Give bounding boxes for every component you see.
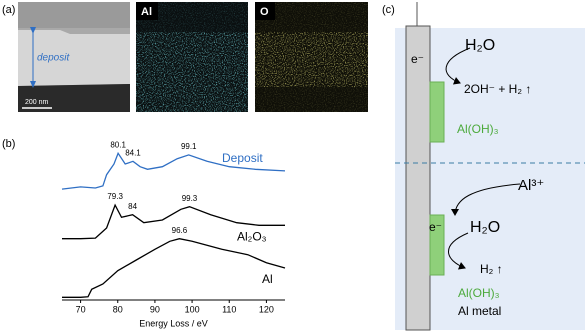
peak-label: 99.3 bbox=[182, 194, 198, 203]
x-tick-label: 100 bbox=[185, 304, 200, 314]
metal-label: Al metal bbox=[458, 304, 501, 318]
electron: e⁻ bbox=[429, 220, 442, 234]
series-label: Al₂O₃ bbox=[237, 230, 267, 244]
scale-bar: 200 nm bbox=[25, 99, 49, 106]
peak-label: 99.1 bbox=[181, 142, 197, 151]
o-map: O bbox=[255, 2, 368, 112]
spectra-chart: 70 80 90 100 110 120 Energy Loss / eV Deposit 80… bbox=[61, 140, 286, 328]
product: 2OH⁻ + H₂ ↑ bbox=[464, 82, 531, 96]
series-label: Deposit bbox=[222, 151, 263, 165]
panel-label: (a) bbox=[2, 4, 15, 16]
reactant: H₂O bbox=[470, 219, 500, 236]
peak-label: 96.6 bbox=[172, 226, 188, 235]
spectrum-line bbox=[62, 238, 286, 298]
series-label: Al bbox=[262, 272, 273, 286]
x-tick-label: 70 bbox=[76, 304, 86, 314]
peak-label: 84.1 bbox=[125, 148, 141, 157]
panel-label: (c) bbox=[382, 4, 395, 16]
annotation: deposit bbox=[37, 53, 70, 64]
sem-image: deposit 200 nm bbox=[18, 2, 130, 112]
peak-label: 79.3 bbox=[107, 192, 123, 201]
spectrum-line bbox=[62, 203, 285, 240]
map-label: O bbox=[260, 6, 269, 18]
al-map: Al bbox=[136, 2, 248, 112]
peak-label: 84 bbox=[128, 202, 137, 211]
spectrum-line bbox=[61, 151, 286, 190]
x-tick-label: 90 bbox=[150, 304, 160, 314]
deposit-label: Al(OH)₃ bbox=[458, 286, 500, 300]
x-axis-label: Energy Loss / eV bbox=[139, 318, 208, 328]
x-tick-label: 110 bbox=[222, 304, 236, 314]
panel-label: (b) bbox=[2, 138, 15, 150]
ion: Al³⁺ bbox=[518, 177, 544, 194]
map-label: Al bbox=[141, 6, 152, 18]
x-tick-label: 120 bbox=[259, 304, 274, 314]
x-tick-label: 80 bbox=[113, 304, 123, 314]
peak-label: 80.1 bbox=[110, 140, 126, 149]
schematic: e⁻ H₂O 2OH⁻ + H₂ ↑ Al(OH)₃ Al³⁺ e⁻ H₂O H… bbox=[395, 2, 585, 331]
product: H₂ ↑ bbox=[480, 262, 503, 276]
electron: e⁻ bbox=[411, 52, 424, 66]
reactant: H₂O bbox=[465, 37, 495, 54]
deposit-label: Al(OH)₃ bbox=[457, 122, 499, 136]
